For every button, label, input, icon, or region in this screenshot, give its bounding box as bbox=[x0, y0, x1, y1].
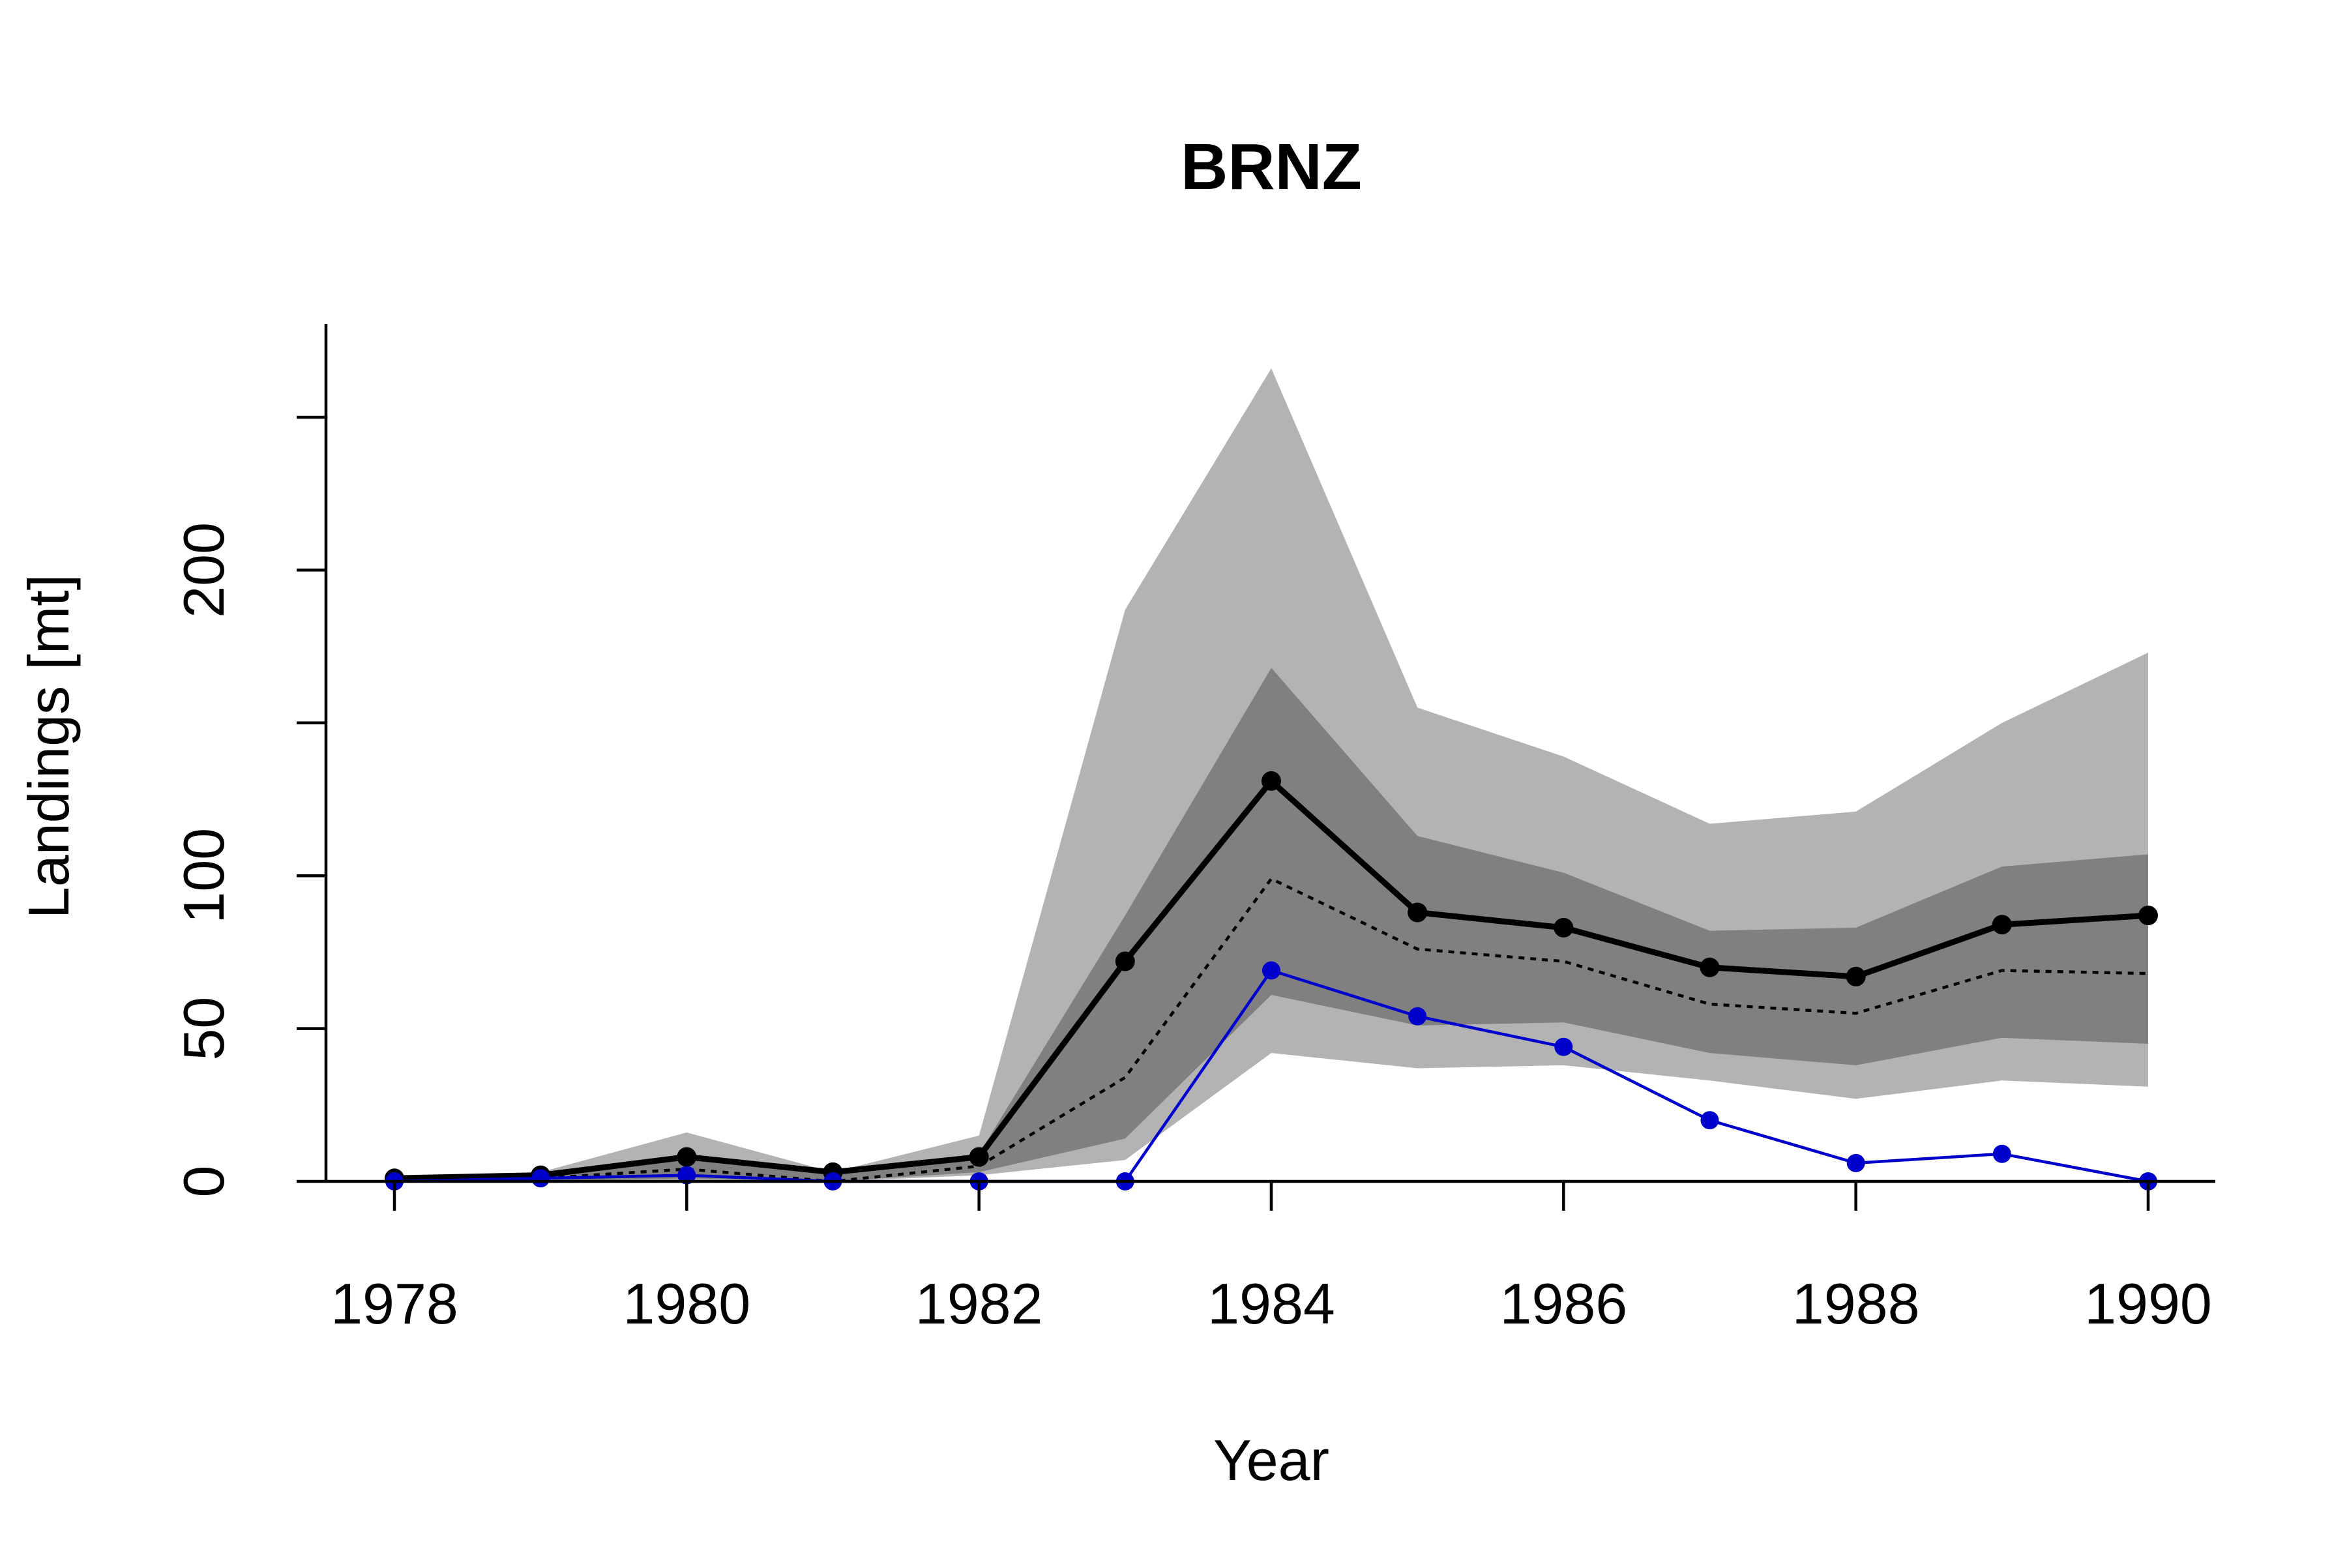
series-2-point bbox=[1408, 1007, 1427, 1026]
y-tick-label: 0 bbox=[171, 1166, 236, 1198]
x-tick-label: 1986 bbox=[1499, 1271, 1627, 1336]
series-2-point bbox=[1262, 961, 1280, 980]
series-0-point bbox=[1992, 915, 2012, 935]
series-0-point bbox=[1262, 771, 1281, 791]
series-line-1 bbox=[394, 877, 2149, 1183]
series-2-point bbox=[1846, 1153, 1865, 1172]
y-axis-label: Landings [mt] bbox=[16, 574, 81, 919]
series-lines bbox=[385, 771, 2158, 1191]
band-1 bbox=[394, 668, 2148, 1181]
series-0-point bbox=[1700, 957, 1720, 977]
x-tick-label: 1982 bbox=[915, 1271, 1043, 1336]
series-0-point bbox=[1846, 966, 1866, 986]
series-0-point bbox=[677, 1147, 697, 1167]
y-tick-label: 200 bbox=[171, 522, 236, 618]
x-tick-label: 1978 bbox=[331, 1271, 458, 1336]
y-tick-label: 50 bbox=[171, 997, 236, 1061]
x-tick-label: 1988 bbox=[1792, 1271, 1920, 1336]
series-0-point bbox=[2138, 906, 2158, 926]
series-2-point bbox=[1992, 1144, 2011, 1163]
series-2-point bbox=[677, 1166, 696, 1185]
x-tick-label: 1990 bbox=[2084, 1271, 2212, 1336]
series-0-point bbox=[1408, 902, 1428, 923]
x-axis-label: Year bbox=[1213, 1428, 1329, 1492]
series-0-point bbox=[1554, 917, 1574, 938]
chart-title: BRNZ bbox=[1181, 130, 1362, 203]
series-2-point bbox=[1554, 1037, 1573, 1056]
x-tick-label: 1984 bbox=[1207, 1271, 1335, 1336]
axes: 1978 1980 1982 1984 1986 1988 1990 0 50 100 200 bbox=[171, 324, 2215, 1336]
series-0-point bbox=[969, 1147, 989, 1167]
series-0-point bbox=[1115, 951, 1135, 971]
series-2-point bbox=[1700, 1111, 1719, 1130]
series-2-point bbox=[531, 1169, 550, 1188]
x-tick-label: 1980 bbox=[623, 1271, 750, 1336]
y-tick-label: 100 bbox=[171, 828, 236, 924]
